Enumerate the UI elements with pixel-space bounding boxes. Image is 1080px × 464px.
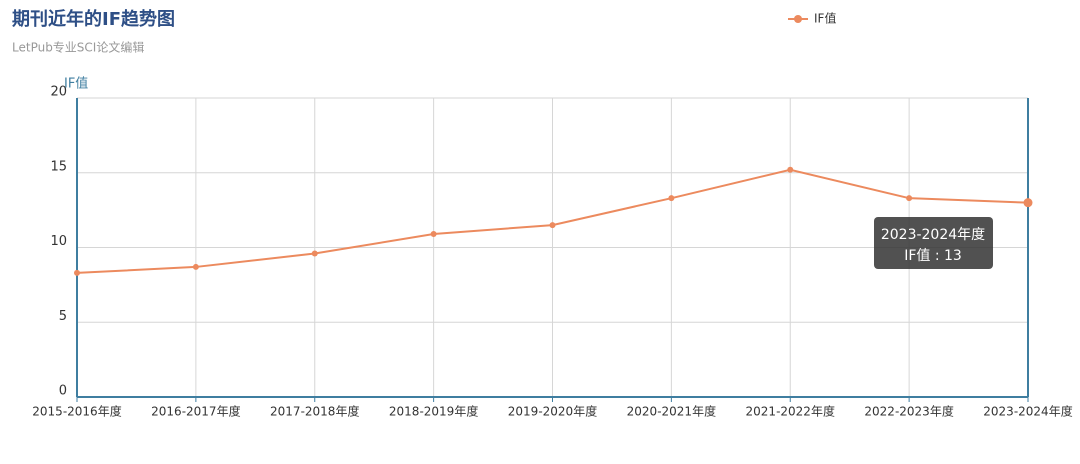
data-point xyxy=(787,166,794,173)
x-tick-label: 2015-2016年度 xyxy=(32,404,121,419)
tooltip-box xyxy=(874,217,993,269)
x-tick-label: 2016-2017年度 xyxy=(151,404,240,419)
x-tick-label: 2019-2020年度 xyxy=(508,404,597,419)
data-point xyxy=(1023,198,1033,208)
y-tick-label: 5 xyxy=(59,309,67,324)
data-point xyxy=(311,250,318,257)
y-tick-label: 20 xyxy=(50,85,67,100)
tooltip-title: 2023-2024年度 xyxy=(881,227,985,243)
x-tick-label: 2020-2021年度 xyxy=(627,404,716,419)
chart-subtitle: LetPub专业SCI论文编辑 xyxy=(12,40,144,55)
data-point xyxy=(430,231,437,238)
y-axis-label: IF值 xyxy=(64,76,88,92)
data-point xyxy=(906,195,913,202)
data-point xyxy=(74,269,80,276)
data-point xyxy=(192,263,199,270)
y-tick-label: 10 xyxy=(50,234,67,249)
y-tick-label: 0 xyxy=(59,384,67,399)
x-tick-label: 2017-2018年度 xyxy=(270,404,359,419)
chart-title: 期刊近年的IF趋势图 xyxy=(12,8,175,30)
x-tick-label: 2023-2024年度 xyxy=(983,404,1072,419)
tooltip-text: IF值 : 13 xyxy=(904,248,962,264)
legend-marker xyxy=(794,15,802,23)
legend-label: IF值 xyxy=(814,11,836,26)
tooltip: 2023-2024年度 IF值 : 13 xyxy=(874,217,993,269)
data-point xyxy=(549,222,556,229)
x-tick-label: 2021-2022年度 xyxy=(746,404,835,419)
y-tick-label: 15 xyxy=(50,159,67,174)
x-tick-label: 2022-2023年度 xyxy=(864,404,953,419)
x-tick-label: 2018-2019年度 xyxy=(389,404,478,419)
data-point xyxy=(668,195,675,202)
